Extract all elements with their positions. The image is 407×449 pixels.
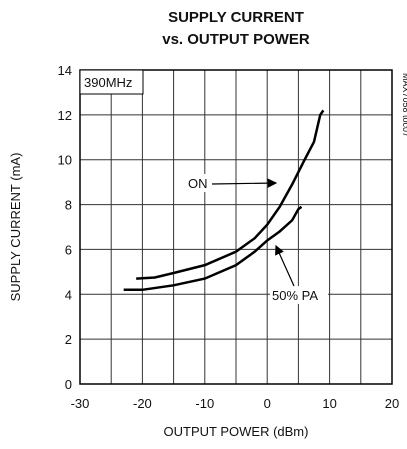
- x-tick-label: 20: [385, 396, 399, 411]
- y-tick-label: 10: [58, 153, 72, 168]
- label-bg: [186, 174, 212, 192]
- plot-frame: [79, 69, 393, 385]
- y-tick-label: 4: [65, 287, 72, 302]
- annotation: MAX7058 toc07: [401, 73, 407, 137]
- label-bg: [270, 286, 328, 304]
- x-tick-label: -20: [133, 396, 152, 411]
- y-tick-label: 6: [65, 242, 72, 257]
- chart-title: SUPPLY CURRENT: [168, 9, 304, 26]
- line-series: [123, 205, 303, 292]
- y-axis-label: SUPPLY CURRENT (mA): [8, 153, 23, 302]
- annotation: 390MHz: [84, 75, 132, 90]
- x-tick-label: -30: [71, 396, 90, 411]
- line-series: [136, 109, 325, 280]
- y-tick-label: 8: [65, 198, 72, 213]
- series-label: ON: [188, 176, 208, 191]
- label-arrow: [211, 178, 278, 188]
- chart-subtitle: vs. OUTPUT POWER: [162, 31, 310, 48]
- series-label: 50% PA: [272, 288, 318, 303]
- annotation-box: [79, 69, 144, 95]
- y-tick-label: 12: [58, 108, 72, 123]
- y-tick-label: 0: [65, 377, 72, 392]
- label-arrow: [275, 244, 295, 287]
- x-tick-label: -10: [195, 396, 214, 411]
- x-axis-label: OUTPUT POWER (dBm): [164, 424, 309, 439]
- x-tick-label: 0: [264, 396, 271, 411]
- y-tick-label: 2: [65, 332, 72, 347]
- x-tick-label: 10: [322, 396, 336, 411]
- y-tick-label: 14: [58, 63, 72, 78]
